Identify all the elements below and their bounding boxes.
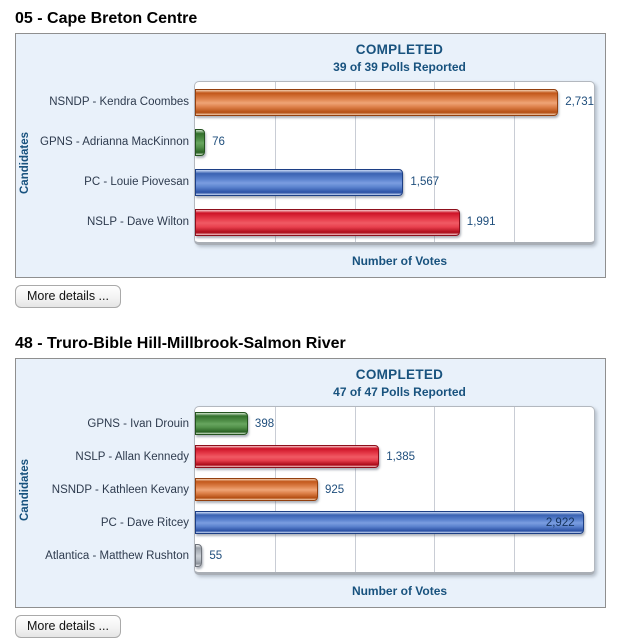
vote-count: 2,731 [565, 96, 594, 108]
vote-bar [195, 128, 206, 156]
vote-bar [195, 478, 319, 501]
candidate-label: NSNDP - Kathleen Kevany [51, 483, 189, 496]
status-completed: COMPLETED [355, 367, 444, 382]
district-heading: 05 - Cape Breton Centre [15, 10, 198, 27]
candidate-label: NSLP - Allan Kennedy [75, 450, 189, 463]
chart-status-header: COMPLETED 47 of 47 Polls Reported [194, 367, 605, 399]
vote-count: 925 [325, 483, 345, 496]
vote-count: 55 [209, 549, 223, 562]
results-chart-truro: COMPLETED 47 of 47 Polls Reported Candid… [15, 358, 606, 608]
vote-bar [195, 88, 559, 116]
bar-row: PC - Louie Piovesan 1,567 [84, 162, 594, 202]
vote-bar: 2,922 [195, 511, 584, 534]
gridline [514, 82, 516, 242]
district-section-cape-breton-centre: 05 - Cape Breton Centre COMPLETED 39 of … [0, 10, 625, 308]
polls-reported: 39 of 39 Polls Reported [333, 60, 466, 74]
candidate-label: GPNS - Ivan Drouin [87, 417, 189, 430]
bar-row: GPNS - Adrianna MacKinnon 76 [40, 122, 594, 162]
vote-bar [195, 445, 380, 468]
more-details-button[interactable]: More details ... [15, 615, 121, 638]
y-axis-title: Candidates [19, 459, 31, 522]
vote-count: 76 [212, 136, 225, 148]
bar-row: NSLP - Allan Kennedy 1,385 [75, 440, 594, 473]
y-axis-title: Candidates [19, 132, 31, 194]
bar-row: NSNDP - Kendra Coombes 2,731 [49, 82, 594, 122]
vote-count: 398 [254, 417, 275, 430]
candidate-label: NSLP - Dave Wilton [86, 216, 189, 228]
bar-row: GPNS - Ivan Drouin 398 [87, 407, 594, 440]
gridline [274, 82, 276, 242]
plot-area: GPNS - Ivan Drouin 398 NSLP - Allan Kenned… [45, 406, 595, 575]
polls-reported: 47 of 47 Polls Reported [333, 385, 466, 399]
vote-count: 1,991 [466, 216, 496, 228]
candidate-label: NSNDP - Kendra Coombes [49, 96, 189, 108]
plot-area: NSNDP - Kendra Coombes 2,731 GPNS - Adrian… [40, 81, 595, 245]
more-details-button[interactable]: More details ... [15, 285, 121, 308]
vote-count: 2,922 [545, 516, 575, 529]
x-axis-title: Number of Votes [351, 254, 448, 268]
x-axis-title: Number of Votes [351, 584, 448, 598]
results-chart-cape-breton-centre: COMPLETED 39 of 39 Polls Reported Candid… [15, 33, 606, 278]
gridline [514, 407, 516, 572]
gridline [354, 407, 356, 572]
candidate-label: PC - Louie Piovesan [84, 176, 189, 188]
gridline [434, 82, 436, 242]
bar-row: Atlantica - Matthew Rushton 55 [45, 539, 594, 572]
vote-bar [195, 412, 248, 435]
bar-row: PC - Dave Ritcey 2,922 [101, 506, 594, 539]
candidate-label: PC - Dave Ritcey [100, 516, 189, 529]
status-completed: COMPLETED [355, 42, 444, 57]
vote-bar [195, 208, 460, 236]
district-heading: 48 - Truro-Bible Hill-Millbrook-Salmon R… [15, 335, 346, 352]
vote-bar [195, 544, 203, 567]
candidate-label: Atlantica - Matthew Rushton [45, 549, 189, 562]
bar-row: NSLP - Dave Wilton 1,991 [87, 202, 594, 242]
district-section-truro: 48 - Truro-Bible Hill-Millbrook-Salmon R… [0, 335, 625, 638]
gridline [354, 82, 356, 242]
vote-count: 1,385 [386, 450, 415, 463]
vote-count: 1,567 [410, 176, 440, 188]
candidate-label: GPNS - Adrianna MacKinnon [40, 136, 189, 148]
gridline [434, 407, 436, 572]
chart-status-header: COMPLETED 39 of 39 Polls Reported [194, 42, 605, 74]
vote-bar [195, 168, 404, 196]
bar-row: NSNDP - Kathleen Kevany 925 [52, 473, 594, 506]
